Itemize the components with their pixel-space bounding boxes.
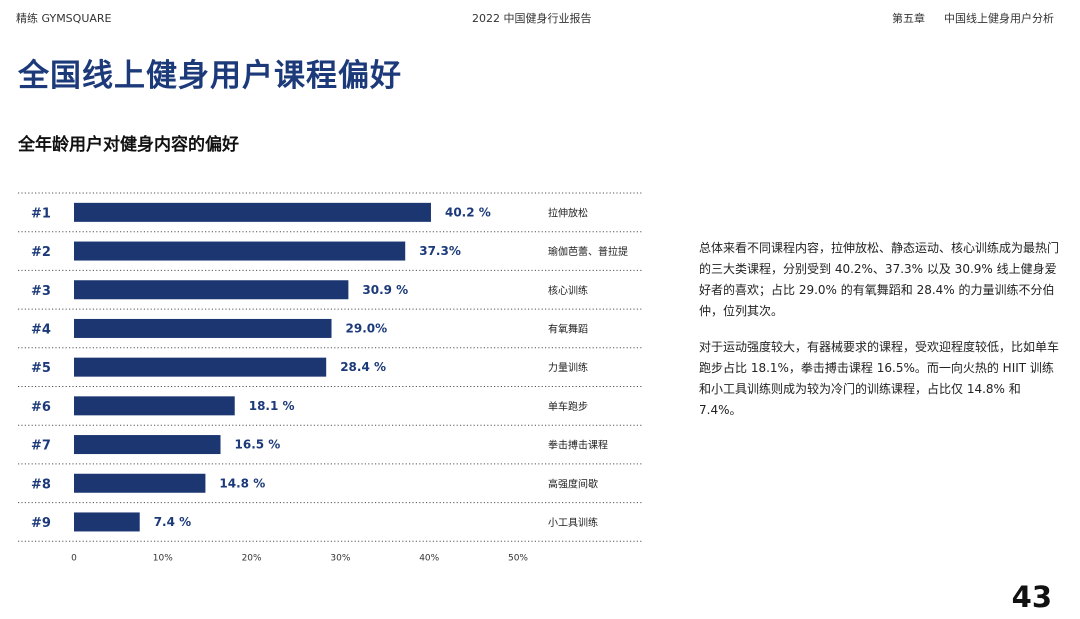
category-label: 有氧舞蹈: [548, 322, 588, 335]
x-tick-label: 40%: [419, 553, 439, 563]
course-preference-bar-chart: #1 40.2 % 拉伸放松 #2 37.3% 瑜伽芭蕾、普拉提 #3 30.9 % 核心训练 #…: [18, 192, 643, 563]
bar: [74, 396, 235, 416]
summary-paragraph-1: 总体来看不同课程内容，拉伸放松、静态运动、核心训练成为最热门的三大类课程，分别受…: [699, 241, 1060, 318]
bar: [74, 241, 406, 261]
bar: [74, 357, 327, 377]
rank-label: #2: [31, 245, 51, 260]
header-brand: 精练 GYMSQUARE: [16, 12, 112, 25]
value-label: 28.4 %: [340, 360, 386, 374]
page-title: 全国线上健身用户课程偏好: [18, 58, 402, 94]
x-tick-label: 20%: [242, 553, 262, 563]
category-label: 单车跑步: [548, 400, 588, 413]
rank-label: #3: [31, 284, 51, 299]
category-label: 小工具训练: [548, 516, 598, 529]
category-label: 拳击搏击课程: [548, 439, 608, 452]
chart-subtitle: 全年龄用户对健身内容的偏好: [18, 135, 239, 155]
value-label: 18.1 %: [249, 399, 295, 413]
x-tick-label: 10%: [153, 553, 173, 563]
header-report-title: 2022 中国健身行业报告: [472, 12, 592, 25]
category-label: 瑜伽芭蕾、普拉提: [548, 245, 628, 258]
category-label: 高强度间歇: [548, 477, 598, 490]
value-label: 7.4 %: [154, 515, 191, 529]
bar: [74, 280, 349, 300]
rank-label: #4: [31, 322, 51, 337]
value-label: 16.5 %: [235, 438, 281, 452]
category-label: 力量训练: [548, 361, 588, 374]
category-label: 核心训练: [548, 284, 588, 297]
rank-label: #5: [31, 361, 51, 376]
x-axis: 0 10% 20% 30% 40% 50%: [71, 553, 528, 563]
bar: [74, 318, 332, 338]
rank-label: #7: [31, 439, 51, 454]
header-chapter: 第五章: [892, 12, 925, 25]
bar: [74, 512, 140, 532]
chart-labels: #1 40.2 % 拉伸放松 #2 37.3% 瑜伽芭蕾、普拉提 #3 30.9 % 核心训练 #…: [31, 205, 628, 531]
rank-label: #9: [31, 516, 51, 531]
bar: [74, 473, 206, 493]
rank-label: #8: [31, 477, 51, 492]
value-label: 40.2 %: [445, 205, 491, 219]
x-tick-label: 0: [71, 553, 77, 563]
chart-bars: [74, 202, 431, 532]
category-label: 拉伸放松: [548, 206, 588, 219]
summary-text: 总体来看不同课程内容，拉伸放松、静态运动、核心训练成为最热门的三大类课程，分别受…: [699, 238, 1059, 436]
value-label: 30.9 %: [362, 283, 408, 297]
bar: [74, 435, 221, 455]
value-label: 14.8 %: [219, 476, 265, 490]
rank-label: #1: [31, 206, 51, 221]
rank-label: #6: [31, 400, 51, 415]
value-label: 37.3%: [419, 244, 461, 258]
x-tick-label: 50%: [508, 553, 528, 563]
bar: [74, 202, 431, 222]
value-label: 29.0%: [346, 321, 388, 335]
page-number: 43: [1011, 580, 1052, 614]
summary-paragraph-2: 对于运动强度较大，有器械要求的课程，受欢迎程度较低，比如单车跑步占比 18.1%…: [699, 340, 1060, 417]
chart-grid: [18, 192, 643, 542]
header-section: 中国线上健身用户分析: [944, 12, 1054, 25]
x-tick-label: 30%: [330, 553, 350, 563]
